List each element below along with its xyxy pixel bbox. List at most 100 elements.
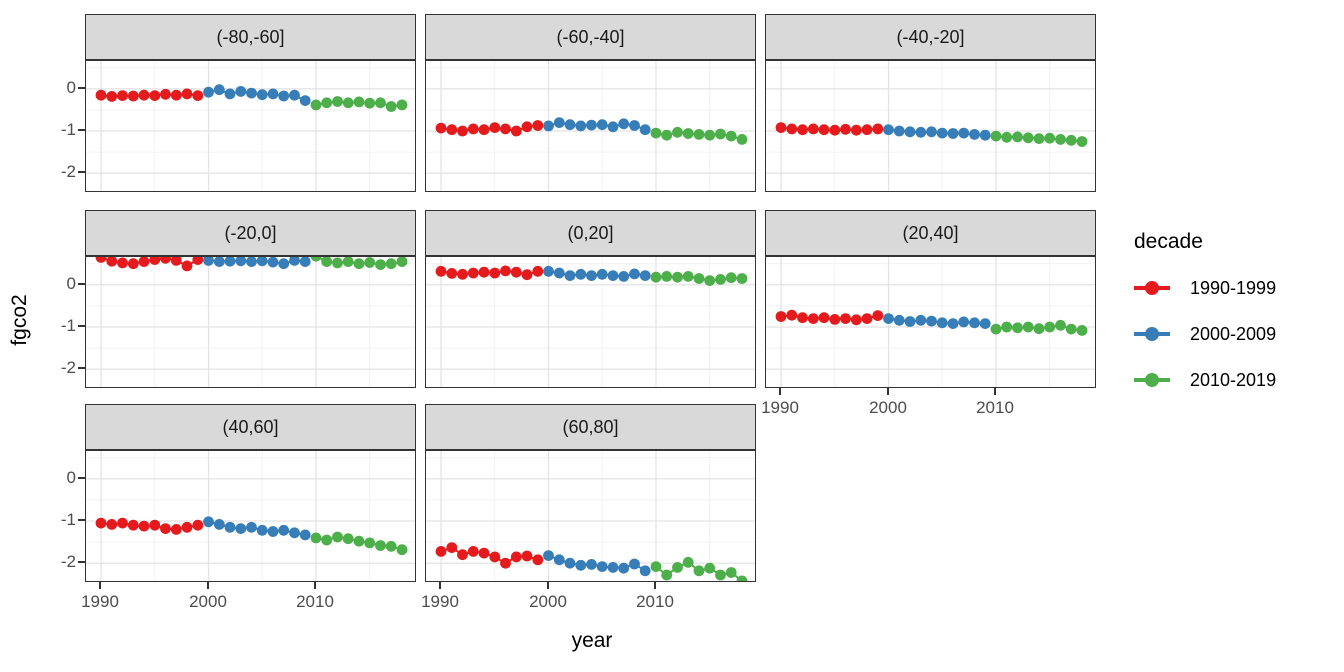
- data-point: [117, 90, 128, 101]
- data-point: [435, 546, 447, 557]
- data-point: [117, 517, 128, 529]
- data-point: [353, 535, 365, 547]
- data-point: [375, 540, 386, 551]
- data-point: [160, 88, 171, 100]
- data-point: [607, 121, 619, 133]
- data-point: [149, 90, 161, 101]
- data-point: [332, 96, 343, 107]
- data-point: [510, 266, 522, 278]
- x-tick-label: 1990: [761, 398, 799, 417]
- data-point: [1012, 131, 1023, 143]
- data-point: [160, 523, 171, 534]
- data-point: [1044, 321, 1056, 333]
- data-point: [672, 271, 683, 283]
- legend-entry-label: 2000-2009: [1190, 323, 1277, 344]
- data-point: [478, 547, 490, 559]
- y-tick-label: -1: [60, 510, 76, 529]
- data-point: [1012, 322, 1023, 334]
- data-point: [310, 532, 322, 544]
- data-point: [818, 124, 830, 136]
- data-point: [564, 557, 576, 569]
- data-point: [564, 119, 576, 131]
- data-point: [138, 520, 150, 532]
- data-point: [893, 125, 905, 137]
- data-point: [775, 311, 787, 322]
- data-point: [106, 519, 118, 530]
- data-point: [872, 123, 884, 135]
- data-point: [342, 97, 354, 109]
- data-point: [693, 273, 705, 284]
- data-point: [332, 531, 343, 543]
- data-point: [596, 119, 608, 131]
- data-point: [532, 554, 544, 566]
- data-point: [704, 275, 716, 286]
- data-point: [596, 268, 608, 280]
- data-point: [775, 122, 787, 133]
- data-point: [353, 258, 365, 270]
- data-point: [829, 314, 841, 325]
- data-point: [672, 126, 683, 138]
- data-point: [715, 274, 726, 285]
- facet-strip-(-40,-20]: (-40,-20]: [765, 14, 1096, 60]
- x-tick-label: 2010: [296, 592, 334, 611]
- data-point: [213, 84, 225, 96]
- data-point: [95, 257, 107, 263]
- x-tick-mark: [207, 582, 209, 589]
- data-point: [607, 562, 619, 573]
- data-point: [310, 257, 322, 262]
- data-point: [256, 257, 268, 267]
- data-point: [457, 125, 468, 137]
- x-tick-mark: [99, 582, 101, 589]
- y-tick-mark: [78, 283, 85, 285]
- y-tick-mark: [78, 561, 85, 563]
- data-point: [289, 527, 300, 539]
- data-point: [500, 123, 511, 135]
- data-point: [639, 124, 651, 136]
- data-point: [893, 314, 905, 326]
- data-point: [489, 267, 501, 279]
- data-point: [181, 260, 193, 272]
- data-point: [672, 562, 683, 573]
- data-point: [267, 88, 279, 100]
- x-tick-mark: [779, 388, 781, 395]
- data-point: [521, 121, 533, 133]
- legend-title: decade: [1134, 230, 1203, 253]
- data-point: [553, 554, 565, 566]
- facet-panel-(20,40]: [765, 256, 1096, 388]
- data-point: [181, 521, 193, 533]
- data-point: [958, 316, 970, 328]
- y-tick-mark: [78, 129, 85, 131]
- facet-panel-(40,60]: [85, 450, 416, 582]
- data-point: [693, 129, 705, 140]
- data-point: [224, 88, 236, 100]
- data-point: [364, 537, 376, 549]
- legend-key-line-point-icon: [1134, 281, 1170, 295]
- data-point: [435, 265, 447, 277]
- x-tick-label: 2000: [869, 398, 907, 417]
- data-point: [693, 565, 705, 577]
- data-point: [586, 270, 597, 281]
- data-point: [289, 89, 300, 101]
- data-point: [289, 257, 300, 266]
- data-point: [736, 575, 748, 581]
- data-point: [861, 124, 873, 136]
- y-tick-label: -2: [60, 162, 76, 181]
- data-point: [629, 268, 640, 280]
- data-point: [1022, 321, 1034, 333]
- data-point: [786, 123, 798, 135]
- data-point: [127, 519, 139, 531]
- data-point: [267, 257, 279, 268]
- data-point: [521, 550, 533, 562]
- data-point: [797, 124, 808, 136]
- data-point: [1022, 132, 1034, 144]
- data-point: [807, 313, 819, 324]
- data-point: [385, 258, 397, 270]
- data-point: [969, 129, 980, 140]
- data-point: [797, 312, 808, 324]
- y-tick-label: 0: [66, 468, 76, 487]
- data-point: [543, 265, 554, 277]
- data-point: [467, 267, 479, 279]
- data-point: [213, 519, 225, 530]
- data-point: [904, 126, 916, 138]
- data-point: [299, 257, 311, 267]
